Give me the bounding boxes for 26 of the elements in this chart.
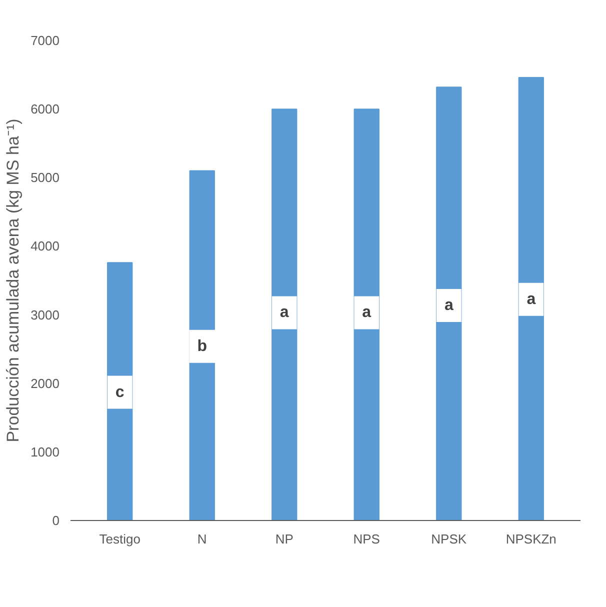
x-tick-label: NPSK [431,532,467,546]
x-tick-label: NPS [353,532,380,546]
y-axis-title: Producción acumulada avena (kg MS ha⁻¹) [4,118,23,442]
y-tick-label: 1000 [30,444,60,460]
x-tick-label: NP [275,532,294,546]
x-tick-label: Testigo [99,532,140,546]
annotation: b [197,338,208,355]
y-tick-label: 0 [52,513,60,528]
y-tick-label: 7000 [30,33,60,48]
bar [436,86,462,520]
x-tick-label: N [197,532,207,546]
bar [518,77,544,520]
annotation: c [115,384,124,401]
annotation: a [444,297,454,314]
x-tick-label: NPSKZn [506,532,556,546]
bar [272,108,298,520]
annotation: a [526,290,536,308]
bar [189,170,215,520]
y-tick-label: 3000 [30,307,60,322]
bar [354,108,380,520]
y-tick-label: 5000 [30,170,60,186]
y-tick-label: 6000 [30,102,60,117]
y-tick-label: 4000 [30,238,60,254]
y-tick-label: 2000 [30,376,60,391]
annotation: a [280,304,289,322]
annotation: a [362,304,372,322]
